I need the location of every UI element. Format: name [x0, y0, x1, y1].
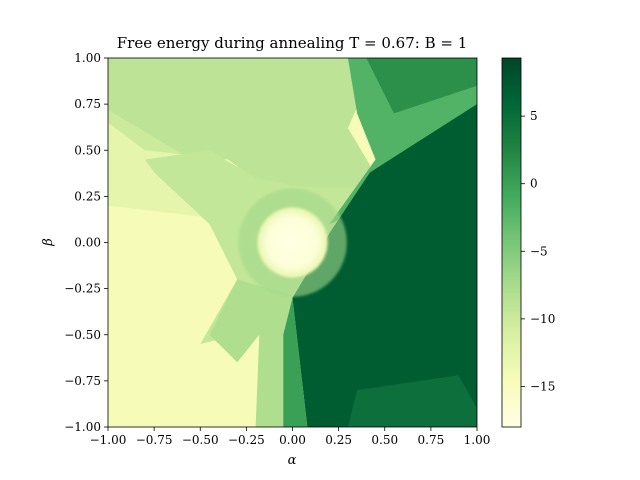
- x-tick-label: −0.25: [228, 433, 265, 447]
- colorbar-tick-label: −5: [530, 244, 548, 258]
- x-axis-label: α: [288, 453, 297, 468]
- region-right-wedge: [292, 104, 477, 427]
- x-tick-label: −0.50: [182, 433, 219, 447]
- x-tick-label: −1.00: [90, 433, 127, 447]
- region-upper-left: [108, 58, 370, 215]
- x-tick-label: 0.75: [418, 433, 445, 447]
- y-axis-label: β: [41, 238, 56, 247]
- y-tick-label: −0.75: [64, 374, 101, 388]
- y-tick-label: 0.00: [74, 236, 101, 250]
- central-disc: [257, 207, 328, 278]
- colorbar-tick-label: 0: [530, 177, 538, 191]
- x-tick-label: 0.25: [325, 433, 352, 447]
- x-tick-label: 0.00: [279, 433, 306, 447]
- y-tick-label: 0.50: [74, 143, 101, 157]
- region-upper-right-dark: [366, 58, 477, 114]
- y-tick-label: 1.00: [74, 51, 101, 65]
- chart-title: Free energy during annealing T = 0.67: B…: [117, 34, 468, 52]
- colorbar-tick-label: 5: [530, 109, 538, 123]
- y-tick-label: 0.25: [74, 189, 101, 203]
- region-lower-right: [347, 375, 477, 427]
- x-tick-label: −0.75: [136, 433, 173, 447]
- y-tick-label: −0.50: [64, 328, 101, 342]
- heatmap-area: [108, 58, 477, 427]
- y-tick-label: 0.75: [74, 97, 101, 111]
- y-tick-label: −1.00: [64, 420, 101, 434]
- region-lower-band: [209, 279, 302, 427]
- y-axis: 1.00 0.75 0.50 0.25 0.00 −0.25 −0.50 −0.75 −1.00: [64, 51, 108, 434]
- x-axis: −1.00 −0.75 −0.50 −0.25 0.00 0.25 0.50 0.75 1.00: [90, 427, 491, 447]
- x-tick-label: 1.00: [464, 433, 491, 447]
- y-tick-label: −0.25: [64, 282, 101, 296]
- colorbar-tick-label: −10: [530, 312, 555, 326]
- region-lower-mid: [283, 297, 308, 427]
- x-tick-label: 0.50: [371, 433, 398, 447]
- colorbar: [501, 57, 522, 428]
- colorbar-tick-label: −15: [530, 379, 555, 393]
- colorbar-axis: 5 0 −5 −10 −15: [521, 109, 555, 393]
